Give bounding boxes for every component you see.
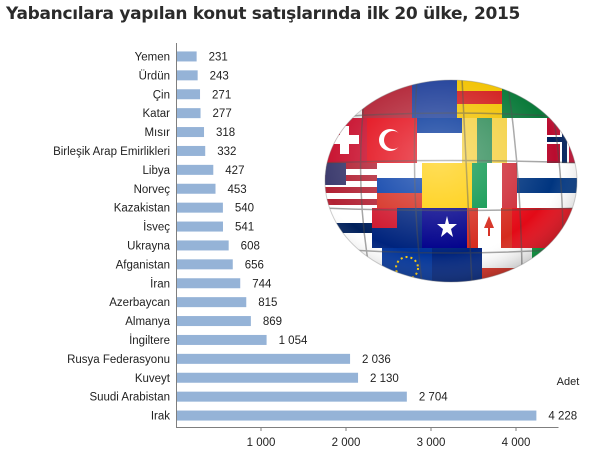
bar <box>177 221 223 232</box>
x-tick-label: 2 000 <box>332 437 361 449</box>
category-label: Irak <box>151 411 170 423</box>
chart-title: Yabancılara yapılan konut satışlarında i… <box>6 4 521 24</box>
value-label: 815 <box>258 297 277 309</box>
flag-globe-image <box>322 78 580 284</box>
bar <box>177 202 223 213</box>
value-label: 243 <box>210 70 229 82</box>
bar <box>177 145 206 156</box>
category-label: Rusya Federasyonu <box>67 354 170 366</box>
bar <box>177 410 537 421</box>
bar <box>177 108 201 119</box>
x-tick-label: 1 000 <box>247 437 276 449</box>
x-ticks-layer: 1 000 2 000 3 000 4 000 <box>247 427 531 449</box>
category-label: Yemen <box>135 51 170 63</box>
category-label: Katar <box>143 108 171 120</box>
category-label: Kuveyt <box>135 373 171 385</box>
x-tick-label: 4 000 <box>502 437 531 449</box>
bars-layer: Yemen 231 Ürdün 243 Çin 271 Katar 277 Mısır 318 Bi… <box>53 51 577 423</box>
value-label: 427 <box>225 165 244 177</box>
unit-label: Adet <box>557 376 580 388</box>
bar <box>177 372 359 383</box>
category-label: Norveç <box>134 184 171 196</box>
x-tick-label: 3 000 <box>417 437 446 449</box>
value-label: 1 054 <box>279 335 308 347</box>
bar <box>177 278 241 289</box>
value-label: 271 <box>212 89 231 101</box>
category-label: Birleşik Arap Emirlikleri <box>53 146 170 158</box>
bar <box>177 259 233 270</box>
bar <box>177 334 267 345</box>
value-label: 541 <box>235 222 254 234</box>
bar <box>177 240 229 251</box>
category-label: İngiltere <box>129 334 170 347</box>
value-label: 2 036 <box>362 354 391 366</box>
value-label: 869 <box>263 316 282 328</box>
category-label: Almanya <box>125 316 170 328</box>
value-label: 4 228 <box>548 411 577 423</box>
category-label: Azerbaycan <box>109 297 170 309</box>
value-label: 656 <box>245 259 264 271</box>
category-label: Afganistan <box>116 259 170 271</box>
bar <box>177 70 198 81</box>
bar <box>177 89 201 100</box>
bar <box>177 391 407 402</box>
bar <box>177 51 197 62</box>
value-label: 318 <box>216 127 235 139</box>
bar <box>177 127 205 138</box>
category-label: Ürdün <box>139 70 170 82</box>
value-label: 2 704 <box>419 392 448 404</box>
category-label: İran <box>150 277 170 290</box>
category-label: Ukrayna <box>127 240 170 252</box>
bar <box>177 353 351 364</box>
value-label: 744 <box>252 278 272 290</box>
category-label: İsveç <box>143 221 170 234</box>
value-label: 277 <box>213 108 232 120</box>
value-label: 332 <box>217 146 236 158</box>
value-label: 231 <box>209 51 228 63</box>
category-label: Çin <box>153 89 170 101</box>
value-label: 2 130 <box>370 373 399 385</box>
value-label: 453 <box>228 184 247 196</box>
value-label: 540 <box>235 203 254 215</box>
value-label: 608 <box>241 240 260 252</box>
bar <box>177 183 216 194</box>
bar <box>177 164 214 175</box>
bar <box>177 316 251 327</box>
category-label: Suudi Arabistan <box>89 392 170 404</box>
category-label: Libya <box>143 165 171 177</box>
category-label: Mısır <box>144 127 170 139</box>
bar <box>177 297 247 308</box>
category-label: Kazakistan <box>114 203 170 215</box>
